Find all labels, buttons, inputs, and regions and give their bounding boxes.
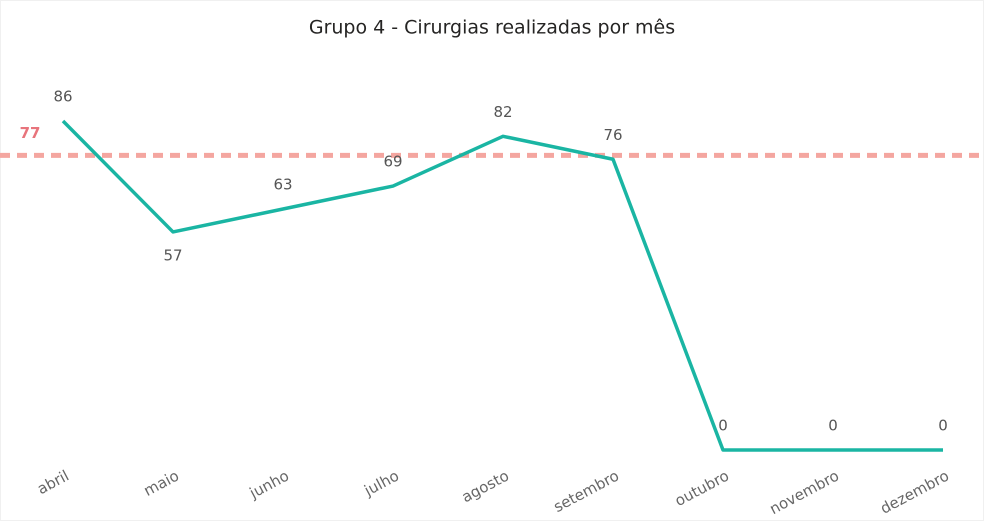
data-label: 69 xyxy=(383,153,402,171)
reference-label: 77 xyxy=(20,124,41,142)
data-label: 57 xyxy=(163,246,182,264)
data-label: 82 xyxy=(493,103,512,121)
data-label: 0 xyxy=(938,417,948,435)
data-label: 0 xyxy=(828,417,838,435)
line xyxy=(61,119,943,452)
data-label: 63 xyxy=(273,175,292,193)
data-label: 76 xyxy=(603,126,622,144)
chart-title: Grupo 4 - Cirurgias realizadas por mês xyxy=(309,17,675,39)
data-label: 0 xyxy=(718,417,728,435)
data-label: 86 xyxy=(53,88,72,106)
